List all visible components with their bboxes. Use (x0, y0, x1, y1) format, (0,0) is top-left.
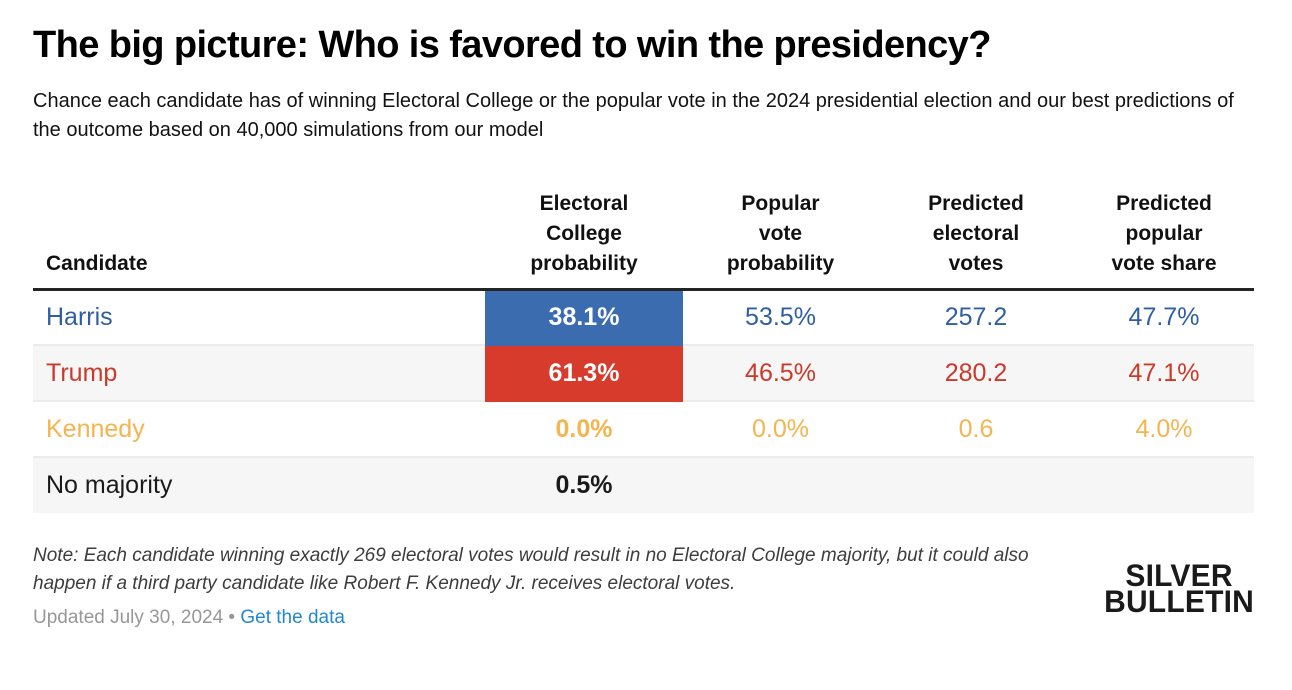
table-row-no-majority: No majority 0.5% (33, 457, 1254, 514)
no-majority-ec-probability: 0.5% (485, 457, 683, 514)
candidate-name: Trump (33, 345, 485, 403)
column-header-predicted-popular-vote-share: Predicted popular vote share (1074, 188, 1254, 291)
column-header-popular-vote-probability: Popular vote probability (683, 188, 878, 291)
logo-line-silver: SILVER (1125, 559, 1233, 594)
kennedy-pv-probability: 0.0% (683, 401, 878, 459)
harris-pv-probability: 53.5% (683, 289, 878, 347)
get-the-data-link[interactable]: Get the data (240, 607, 345, 629)
updated-timestamp: Updated July 30, 2024 (33, 607, 224, 629)
forecast-table: Candidate Electoral College probability … (33, 188, 1254, 514)
no-majority-predicted-popular-vote-share (1074, 457, 1254, 514)
footer: Note: Each candidate winning exactly 269… (33, 542, 1254, 629)
candidate-name: No majority (33, 457, 485, 514)
silver-bulletin-logo: SILVER BULLETIN (1104, 559, 1254, 620)
trump-pv-probability: 46.5% (683, 345, 878, 403)
dot-separator: • (228, 607, 236, 629)
column-header-candidate: Candidate (33, 188, 485, 291)
kennedy-predicted-electoral-votes: 0.6 (878, 401, 1074, 459)
trump-ec-probability-highlight-cell: 61.3% (485, 345, 683, 403)
column-header-electoral-college-probability: Electoral College probability (485, 188, 683, 291)
kennedy-predicted-popular-vote-share: 4.0% (1074, 401, 1254, 459)
updated-line: Updated July 30, 2024 • Get the data (33, 607, 1254, 629)
footnote: Note: Each candidate winning exactly 269… (33, 545, 1029, 595)
kennedy-ec-probability: 0.0% (485, 401, 683, 459)
page-subtitle: Chance each candidate has of winning Ele… (33, 89, 1234, 141)
table-row-kennedy: Kennedy 0.0% 0.0% 0.6 4.0% (33, 401, 1254, 459)
candidate-name: Harris (33, 289, 485, 347)
harris-ec-probability-highlight-cell: 38.1% (485, 289, 683, 347)
no-majority-pv-probability (683, 457, 878, 514)
table-row-trump: Trump 61.3% 46.5% 280.2 47.1% (33, 345, 1254, 403)
page-title: The big picture: Who is favored to win t… (33, 24, 991, 66)
logo-line-bulletin: BULLETIN (1104, 585, 1254, 620)
table-header-row: Candidate Electoral College probability … (33, 188, 1254, 291)
column-header-predicted-electoral-votes: Predicted electoral votes (878, 188, 1074, 291)
trump-predicted-electoral-votes: 280.2 (878, 345, 1074, 403)
silver-bulletin-forecast-card: The big picture: Who is favored to win t… (0, 24, 1292, 690)
harris-predicted-popular-vote-share: 47.7% (1074, 289, 1254, 347)
trump-predicted-popular-vote-share: 47.1% (1074, 345, 1254, 403)
harris-predicted-electoral-votes: 257.2 (878, 289, 1074, 347)
candidate-name: Kennedy (33, 401, 485, 459)
table-row-harris: Harris 38.1% 53.5% 257.2 47.7% (33, 289, 1254, 347)
no-majority-predicted-electoral-votes (878, 457, 1074, 514)
